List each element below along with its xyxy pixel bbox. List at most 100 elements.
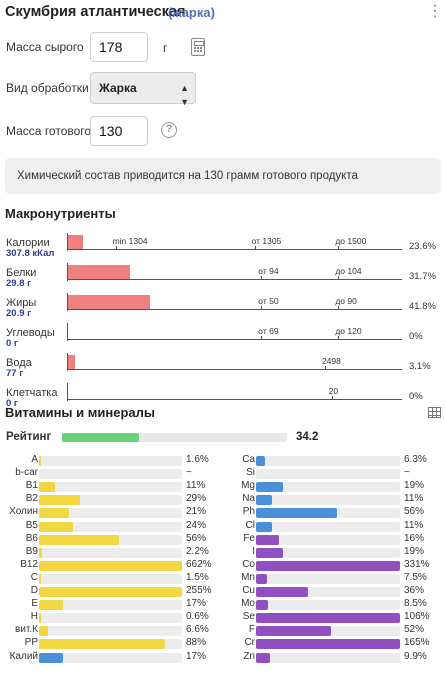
nutrient-fill <box>39 482 55 493</box>
nutrient-row: Ca 6.3% <box>217 454 446 467</box>
nutrient-fill <box>256 547 284 558</box>
nutrient-name: B6 <box>25 532 38 544</box>
nutrient-track <box>256 626 400 637</box>
nutrient-name: Zn <box>243 650 255 662</box>
macro-mark-label: 20 <box>328 386 339 396</box>
macro-percent: 0% <box>409 391 423 402</box>
nutrient-row: Ph 56% <box>217 506 446 519</box>
nutrient-row: b-car ~ <box>0 467 229 480</box>
nutrient-row: Si ~ <box>217 467 446 480</box>
nutrient-track <box>256 560 400 571</box>
nutrient-percent: 29% <box>186 493 207 505</box>
nutrient-percent: ~ <box>186 467 192 479</box>
macro-tick <box>338 276 340 279</box>
nutrient-fill <box>39 626 49 637</box>
processing-select[interactable]: Жарка ▲ ▼ <box>90 72 196 107</box>
macro-mark-label: 2498 <box>321 356 341 366</box>
macro-row: Углеводы 0 г от 69 до 120 0% <box>0 323 446 349</box>
table-grid-icon[interactable] <box>428 407 441 418</box>
nutrient-fill <box>256 560 400 571</box>
macro-axis-start <box>67 263 68 281</box>
macro-axis-line <box>67 369 402 370</box>
nutrient-percent: 2.2% <box>186 545 209 557</box>
nutrient-percent: 19% <box>404 545 425 557</box>
macro-axis-line <box>67 339 402 340</box>
nutrient-track <box>39 469 182 480</box>
nutrient-fill <box>39 547 43 558</box>
nutrient-name: Se <box>242 611 255 623</box>
nutrient-track <box>256 495 400 506</box>
calculator-icon[interactable] <box>191 38 205 56</box>
nutrient-row: D 255% <box>0 585 229 598</box>
macro-section-title: Макронутриенты <box>5 206 116 221</box>
nutrient-percent: 165% <box>404 637 430 649</box>
nutrient-percent: 24% <box>186 519 207 531</box>
macro-tick <box>331 396 333 399</box>
nutrient-track <box>256 508 400 519</box>
page-header: Скумбрия атлантическая (жарка) ⋮ <box>5 2 443 24</box>
nutrient-fill <box>256 573 267 584</box>
nutrient-row: I 19% <box>217 546 446 559</box>
nutrient-track <box>39 600 182 611</box>
nutrient-row: Na 11% <box>217 493 446 506</box>
nutrient-percent: 17% <box>186 650 207 662</box>
nutrient-fill <box>39 456 42 466</box>
more-vertical-icon[interactable]: ⋮ <box>427 3 443 20</box>
macro-axis-start <box>67 323 68 341</box>
info-note: Химический состав приводится на 130 грам… <box>5 158 441 194</box>
cooked-mass-input[interactable]: 130 <box>90 116 148 146</box>
nutrient-row: Калий 17% <box>0 651 229 664</box>
macro-value: 77 г <box>6 368 24 379</box>
nutrient-percent: 17% <box>186 598 207 610</box>
nutrient-name: Co <box>242 558 255 570</box>
macro-bar <box>68 265 130 279</box>
nutrient-percent: 11% <box>404 519 424 531</box>
nutrient-row: Se 106% <box>217 611 446 624</box>
macro-tick <box>324 366 326 369</box>
macro-value: 0 г <box>6 398 18 409</box>
page-subtitle: (жарка) <box>168 5 215 20</box>
nutrient-row: вит.К 6.6% <box>0 624 229 637</box>
nutrient-percent: 88% <box>186 637 207 649</box>
help-icon[interactable]: ? <box>161 122 177 138</box>
nutrient-name: A <box>31 454 38 465</box>
nutrient-row: A 1.6% <box>0 454 229 467</box>
nutrient-percent: 331% <box>404 558 430 570</box>
nutrient-name: B2 <box>25 493 38 505</box>
nutrient-name: Mo <box>241 598 255 610</box>
nutrient-percent: 106% <box>404 611 430 623</box>
macro-row: Клетчатка 0 г 20 0% <box>0 383 446 409</box>
nutrient-row: B5 24% <box>0 520 229 533</box>
macro-mark-label: от 94 <box>258 266 279 276</box>
nutrient-fill <box>256 587 308 597</box>
nutrient-row: PP 88% <box>0 637 229 650</box>
nutrient-row: H 0.6% <box>0 611 229 624</box>
nutrient-name: B1 <box>25 480 38 492</box>
nutrient-name: Холин <box>9 506 38 518</box>
nutrient-name: вит.К <box>15 624 38 636</box>
macro-bar <box>68 235 83 249</box>
nutrient-row: C 1.5% <box>0 572 229 585</box>
nutrient-track <box>39 587 182 597</box>
nutrient-fill <box>39 639 165 650</box>
nutrient-track <box>256 547 400 558</box>
nutrient-row: Mo 8.5% <box>217 598 446 611</box>
raw-mass-input[interactable]: 178 <box>90 32 148 62</box>
macro-tick <box>338 306 340 309</box>
nutrient-name: H <box>30 611 38 623</box>
nutrient-row: Cr 165% <box>217 637 446 650</box>
rating-bar <box>62 433 287 442</box>
nutrient-track <box>256 613 400 624</box>
macro-axis-start <box>67 383 68 401</box>
macro-value: 0 г <box>6 338 18 349</box>
nutrient-track <box>256 456 400 466</box>
macro-row: Калории 307.8 кКал min 1304 от 1305 до 1500 2… <box>0 233 446 259</box>
macro-axis-line <box>67 399 402 400</box>
macro-axis-start <box>67 293 68 311</box>
nutrient-name: b-car <box>15 467 38 479</box>
nutrient-name: Ca <box>242 454 255 465</box>
nutrient-row: B2 29% <box>0 493 229 506</box>
macro-percent: 0% <box>409 331 423 342</box>
macro-tick <box>261 336 263 339</box>
nutrient-percent: 0.6% <box>186 611 209 623</box>
